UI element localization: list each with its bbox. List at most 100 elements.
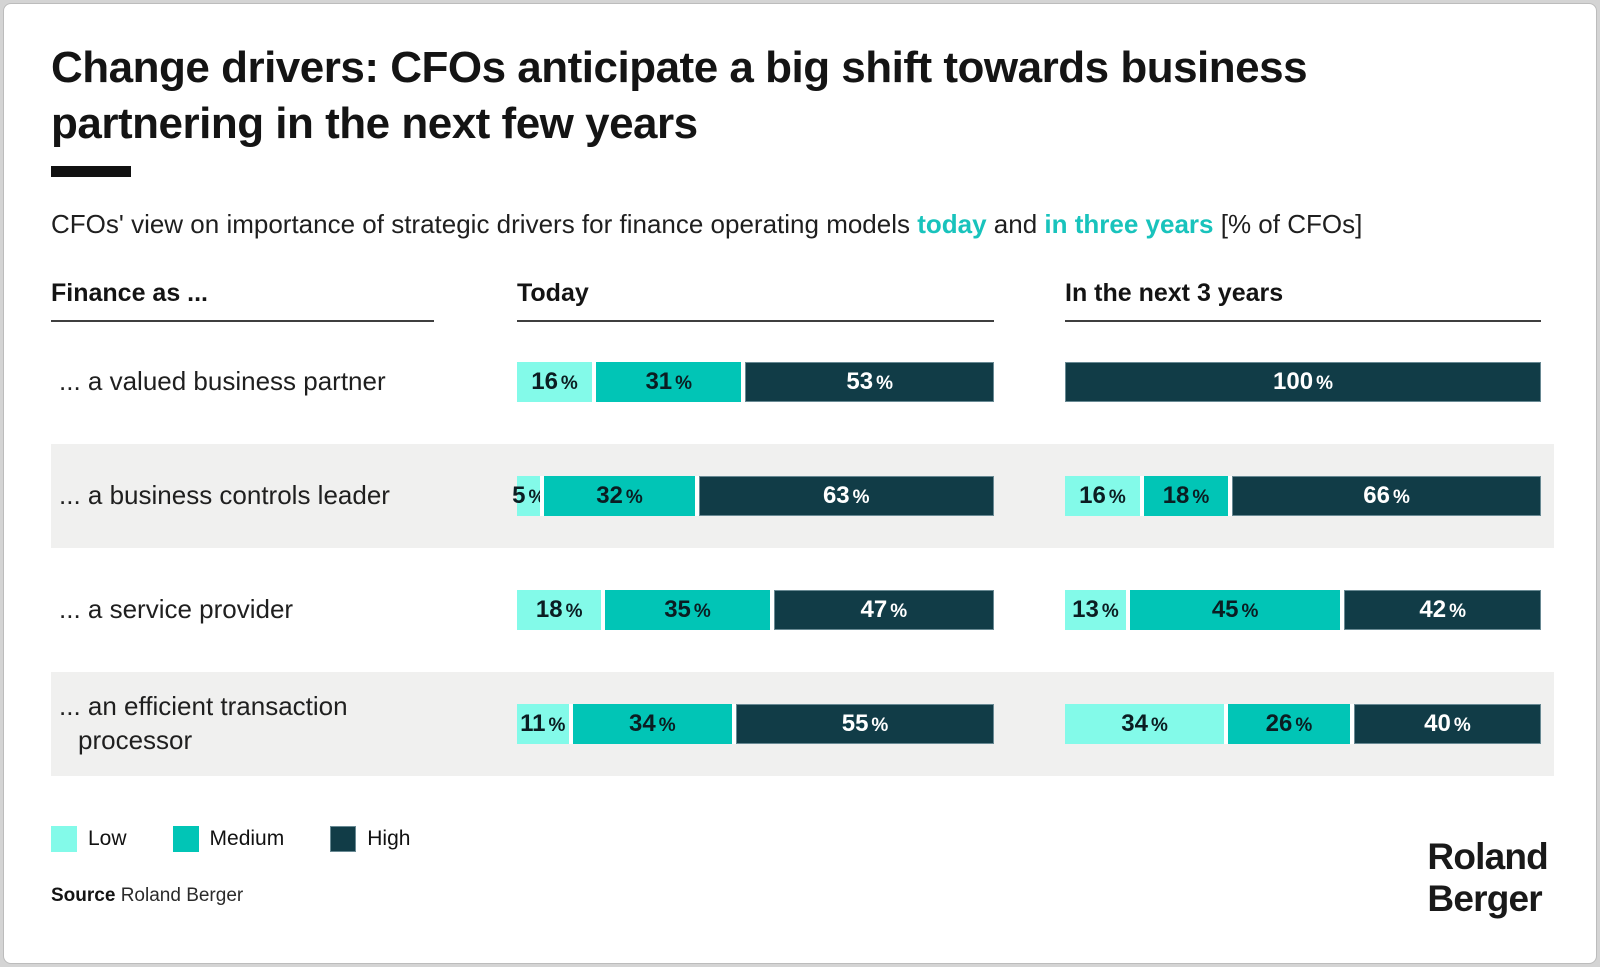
row-label: ... an efficient transaction processor [59,691,348,755]
segment-gap [1228,476,1233,516]
legend: Low Medium High [51,826,456,852]
stacked-bar-next-3-years: 13% 45% 42% [1065,590,1541,630]
logo-line-1: Roland [1427,835,1548,877]
bar-segment-high: 63% [698,476,994,516]
segment-value: 13% [1072,596,1119,623]
stacked-bar-today: 5% 32% 63% [512,476,994,516]
row-label: ... a business controls leader [59,480,390,511]
segment-value: 31% [645,368,693,395]
column-header-next-3-years: In the next 3 years [1065,279,1541,322]
chart-row-service-provider: ... a service provider 18% 35% 47% 13% 45% 4… [51,558,1554,662]
legend-label: Medium [209,827,285,850]
segment-value: 32% [596,482,643,509]
segment-gap [769,590,774,630]
stacked-bar-next-3-years: 34% 26% 40% [1065,704,1542,744]
stacked-bar-today: 11% 34% 55% [517,704,994,744]
legend-label: High [367,827,411,850]
segment-gap [732,704,737,744]
source-word: Source [51,885,116,906]
segment-value: 55% [841,710,889,737]
source-value: Roland Berger [120,885,244,906]
subtitle: CFOs' view on importance of strategic dr… [51,209,1511,240]
bar-segment-high: 47% [773,590,995,630]
segment-value: 16% [531,368,578,395]
segment-gap [568,704,573,744]
chart-row-valued-business-partner: ... a valued business partner 16% 31% 53% … [51,330,1554,434]
bar-segment-low: 16% [1065,476,1140,516]
segment-value: 34% [1121,710,1168,737]
bar-segment-low: 13% [1065,590,1126,630]
segment-gap [592,362,597,402]
bar-segment-medium: 34% [572,704,733,744]
column-header-today: Today [517,279,994,322]
stacked-bar-next-3-years: 100% [1065,362,1541,402]
bar-segment-low: 16% [517,362,593,402]
segment-gap [1340,590,1345,630]
segment-gap [1349,704,1354,744]
segment-value: 18% [535,596,583,623]
bar-segment-high: 40% [1353,704,1542,744]
segment-value: 53% [846,368,894,395]
segment-value: 11% [520,710,566,737]
page-title: Change drivers: CFOs anticipate a big sh… [51,43,1308,148]
segment-value: 63% [822,482,870,509]
segment-value: 45% [1211,596,1259,623]
column-header-finance-as: Finance as ... [51,279,434,322]
logo-line-2: Berger [1427,878,1542,920]
legend-label: Low [88,827,127,850]
segment-gap [694,476,699,516]
low-swatch-icon [51,826,77,852]
row-label: ... a valued business partner [59,366,386,397]
medium-swatch-icon [172,826,199,852]
bar-segment-medium: 26% [1228,704,1350,744]
bar-segment-low: 18% [517,590,602,630]
subtitle-and: and [986,209,1045,239]
segment-value: 42% [1419,596,1467,623]
subtitle-suffix: [% of CFOs] [1213,209,1363,239]
segment-gap [540,476,545,516]
segment-value: 66% [1363,482,1410,509]
segment-gap [1224,704,1229,744]
chart-row-business-controls-leader: ... a business controls leader 5% 32% 63% … [51,444,1554,548]
bar-segment-medium: 18% [1143,476,1229,516]
bar-segment-low: 11% [517,704,569,744]
legend-item-high: High [330,826,410,852]
bar-segment-high: 100% [1065,362,1541,402]
source-line: Source Roland Berger [51,885,243,907]
subtitle-accent-years: in three years [1044,209,1214,239]
bar-segment-low: 34% [1065,704,1225,744]
stacked-bar-today: 18% 35% 47% [517,590,995,630]
segment-gap [741,362,746,402]
bar-segment-medium: 35% [605,590,770,630]
segment-value: 47% [860,596,908,623]
segment-gap [1125,590,1130,630]
bar-segment-medium: 31% [596,362,742,402]
stacked-bar-today: 16% 31% 53% [517,362,994,402]
bar-segment-low: 5% [512,476,545,516]
slide-card: Change drivers: CFOs anticipate a big sh… [3,3,1597,964]
segment-value: 40% [1424,710,1471,737]
segment-gap [1139,476,1144,516]
high-swatch-icon [330,826,357,852]
segment-value: 100% [1273,368,1333,395]
roland-berger-logo: Roland Berger [1427,836,1548,921]
bar-segment-medium: 32% [544,476,695,516]
segment-value: 16% [1079,482,1126,509]
segment-value: 35% [664,596,711,623]
legend-item-low: Low [51,826,127,852]
row-label: ... a service provider [59,594,294,625]
bar-segment-medium: 45% [1129,590,1341,630]
segment-value: 26% [1265,710,1313,737]
subtitle-prefix: CFOs' view on importance of strategic dr… [51,209,918,239]
chart-rows: ... a valued business partner 16% 31% 53% … [4,330,1596,786]
subtitle-accent-today: today [917,209,987,239]
stacked-bar-next-3-years: 16% 18% 66% [1065,476,1541,516]
bar-segment-high: 66% [1232,476,1541,516]
segment-value: 18% [1162,482,1210,509]
bar-segment-high: 53% [745,362,994,402]
chart-row-efficient-transaction-processor: ... an efficient transaction processor 1… [51,672,1554,776]
segment-value: 34% [629,710,676,737]
bar-segment-high: 55% [736,704,994,744]
segment-gap [601,590,606,630]
legend-item-medium: Medium [172,826,285,852]
